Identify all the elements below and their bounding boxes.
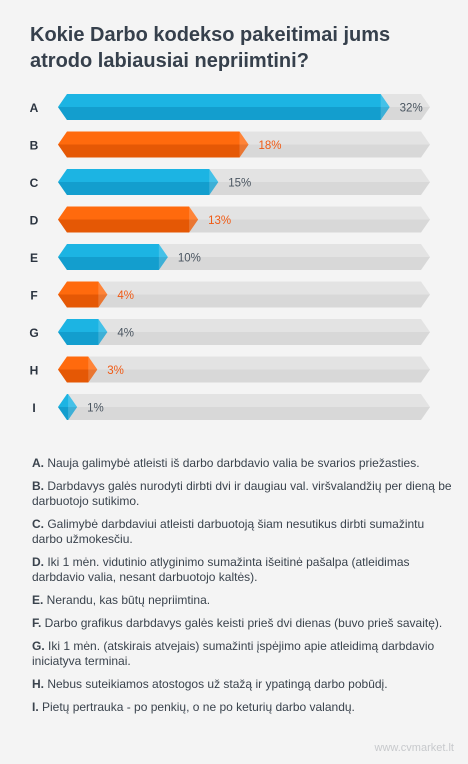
bar-tip-D [189,206,199,233]
bar-tip-G [98,319,108,345]
category-label: B [30,139,39,153]
bar-tip-F [98,281,108,308]
legend-text: Galimybė darbdaviui atleisti darbuotoją … [32,517,425,546]
legend-item: D. Iki 1 mėn. vidutinio atlyginimo sumaž… [32,555,452,585]
legend-item: G. Iki 1 mėn. (atskirais atvejais) sumaž… [32,639,452,669]
legend-key: I. [32,700,39,714]
value-label: 1% [87,403,104,415]
legend-key: B. [32,479,44,493]
legend-key: G. [32,639,45,653]
category-label: I [32,401,35,415]
category-label: H [30,364,39,378]
legend-text: Nauja galimybė atleisti iš darbo darbdav… [44,456,420,470]
legend-key: C. [32,517,44,531]
legend-text: Nerandu, kas būtų nepriimtina. [43,593,211,607]
bar-track-shade [58,294,430,308]
bar-shade-D [58,219,199,233]
legend-text: Nebus suteikiamos atostogos už stažą ir … [44,677,388,691]
bar-shade-F [58,294,108,308]
legend-item: H. Nebus suteikiamos atostogos už stažą … [32,677,452,692]
legend-item: B. Darbdavys galės nurodyti dirbti dvi i… [32,479,452,509]
legend-key: D. [32,555,44,569]
value-label: 4% [117,290,134,302]
value-label: 15% [228,178,251,190]
legend-text: Iki 1 mėn. (atskirais atvejais) sumažint… [32,639,435,668]
value-label: 32% [400,103,423,115]
legend-text: Pietų pertrauka - po penkių, o ne po ket… [38,700,355,714]
bar-shade-E [58,257,168,270]
category-label: E [30,251,38,265]
value-label: 10% [178,253,201,265]
legend-key: F. [32,616,42,630]
bar-shade-G [58,332,108,345]
bar-tip-C [209,169,219,195]
legend-item: I. Pietų pertrauka - po penkių, o ne po … [32,700,452,715]
bar-tip-A [380,94,390,120]
value-label: 13% [208,215,231,227]
legend-text: Darbo grafikus darbdavys galės keisti pr… [41,616,443,630]
legend-text: Iki 1 mėn. vidutinio atlyginimo sumažint… [32,555,410,584]
legend-item: C. Galimybė darbdaviui atleisti darbuoto… [32,517,452,547]
footer-url: www.cvmarket.lt [374,742,454,754]
bar-shade-H [58,369,98,383]
bar-track-shade [58,332,430,345]
legend-key: E. [32,593,44,607]
legend-key: H. [32,677,44,691]
legend-item: A. Nauja galimybė atleisti iš darbo darb… [32,456,452,471]
legend-key: A. [32,456,44,470]
category-label: C [30,176,39,190]
bar-chart: A 32% B 18% C 15% D 13% E 10% F 4% G 4% H 3% I 1% [29,94,430,420]
legend-list: A. Nauja galimybė atleisti iš darbo darb… [32,456,452,723]
bar-shade-C [58,182,219,195]
bar-tip-H [88,356,98,383]
category-label: F [30,289,37,303]
legend-item: E. Nerandu, kas būtų nepriimtina. [32,593,452,608]
bar-tip-I [68,394,78,420]
legend-text: Darbdavys galės nurodyti dirbti dvi ir d… [32,479,452,508]
bar-track-shade [58,369,430,383]
bar-track-shade [58,407,430,420]
bar-tip-B [239,131,249,158]
value-label: 3% [107,365,124,377]
chart-title: Kokie Darbo kodekso pakeitimai jums atro… [30,24,391,72]
bar-shade-B [58,144,249,158]
legend-item: F. Darbo grafikus darbdavys galės keisti… [32,616,452,631]
value-label: 18% [259,140,282,152]
bar-shade-I [58,407,78,420]
category-label: A [30,101,39,115]
bar-shade-A [58,107,390,120]
category-label: D [30,214,39,228]
value-label: 4% [117,328,134,340]
category-label: G [29,326,38,340]
bar-tip-E [158,244,168,270]
